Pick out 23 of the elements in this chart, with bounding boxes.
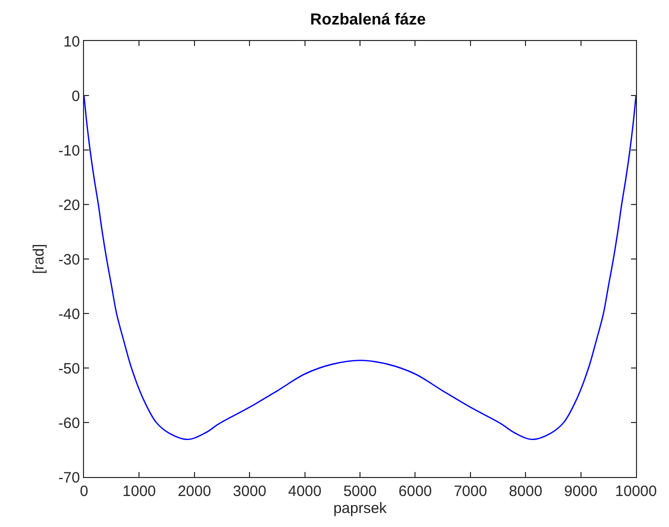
- x-tick-label: 2000: [178, 483, 212, 500]
- x-axis-title: paprsek: [333, 500, 388, 517]
- x-tick-label: 9000: [564, 483, 598, 500]
- x-tick-label: 8000: [508, 483, 542, 500]
- y-tick-label: -20: [58, 196, 80, 214]
- y-tick-label: -10: [58, 142, 80, 160]
- x-tick-label: 4000: [288, 483, 322, 500]
- y-tick-label: -60: [58, 414, 80, 432]
- y-tick-label: -40: [58, 306, 80, 323]
- y-tick-label: 10: [63, 33, 80, 50]
- y-tick-label: -30: [58, 251, 80, 268]
- x-tick-label: 5000: [343, 483, 377, 500]
- y-tick-label: -70: [58, 469, 80, 486]
- x-tick-label: 6000: [398, 483, 432, 500]
- x-tick-label: 7000: [454, 483, 488, 500]
- x-tick-label: 10000: [615, 483, 657, 500]
- y-axis-title: [rad]: [30, 244, 48, 274]
- line-series: [84, 94, 636, 440]
- chart-title: Rozbalená fáze: [310, 11, 426, 28]
- y-tick-label: -50: [58, 360, 80, 378]
- x-tick-label: 1000: [122, 483, 156, 500]
- y-tick-label: 0: [72, 88, 80, 105]
- x-tick-label: 3000: [232, 483, 266, 500]
